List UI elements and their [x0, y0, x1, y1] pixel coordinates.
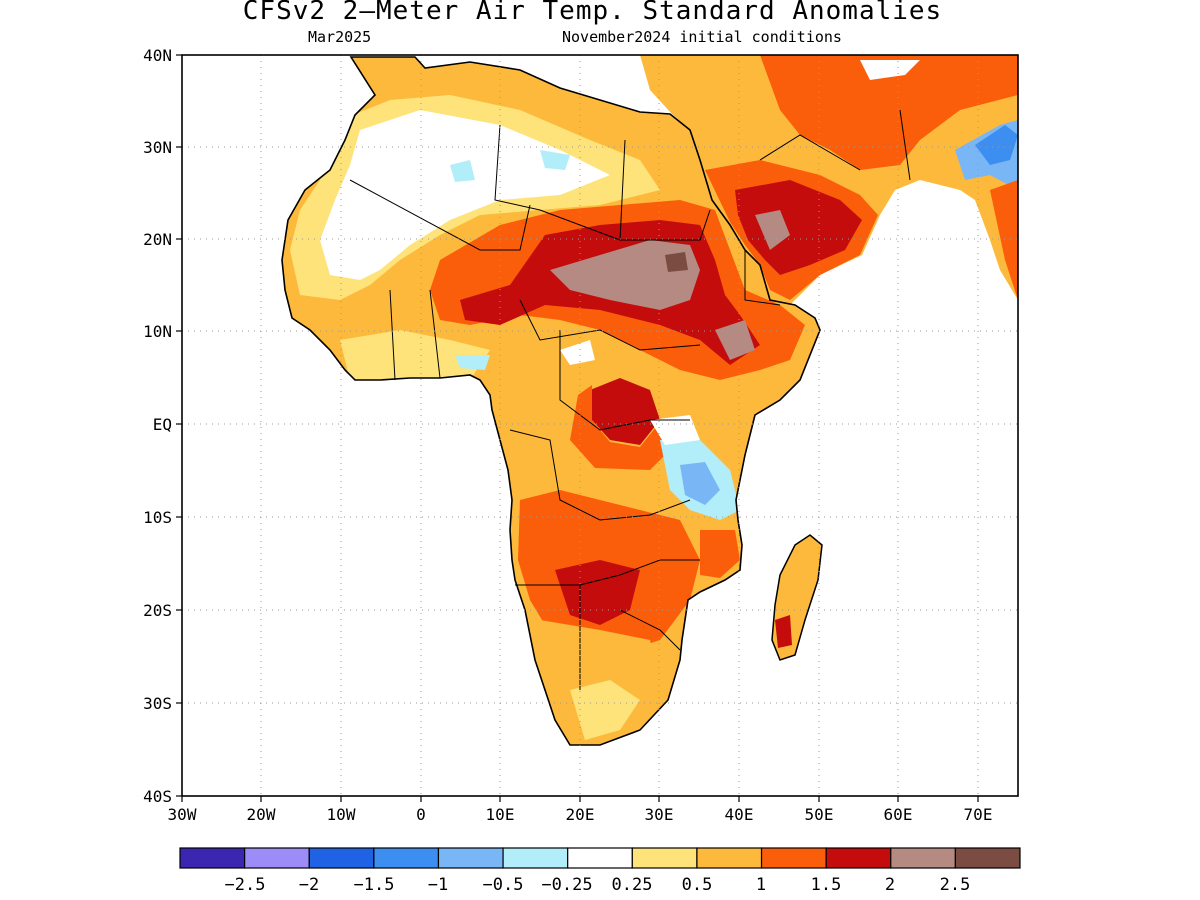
colorbar-swatch [825, 847, 892, 869]
axis-ticks [176, 54, 979, 802]
lon-label: 40E [725, 805, 754, 824]
lon-label: 70E [964, 805, 993, 824]
colorbar-label: 2.5 [940, 875, 971, 895]
colorbar-label: −0.25 [541, 875, 592, 895]
colorbar-label: 0.25 [612, 875, 653, 895]
lon-label: 10E [486, 805, 515, 824]
colorbar-swatch [308, 847, 375, 869]
lat-label: 40S [143, 787, 172, 806]
colorbar-label: 1.5 [811, 875, 842, 895]
colorbar-labels: −2.5 −2 −1.5 −1 −0.5 −0.25 0.25 0.5 1 1.… [225, 875, 971, 895]
plot-frame [181, 54, 1019, 797]
colorbar-swatch [373, 847, 440, 869]
colorbar-label: −1 [428, 875, 448, 895]
colorbar-swatch [696, 847, 763, 869]
colorbar-label: 1 [756, 875, 766, 895]
colorbar-label: −1.5 [354, 875, 395, 895]
longitude-labels: 30W 20W 10W 0 10E 20E 30E 40E 50E 60E 70… [168, 805, 993, 824]
lon-label: 0 [416, 805, 426, 824]
map-title: CFSv2 2—Meter Air Temp. Standard Anomali… [242, 0, 943, 26]
colorbar [179, 847, 1021, 869]
lon-label: 60E [884, 805, 913, 824]
colorbar-label: 2 [885, 875, 895, 895]
colorbar-swatch [244, 847, 310, 869]
lat-label: 10N [143, 322, 172, 341]
colorbar-swatch [760, 847, 827, 869]
colorbar-label: 0.5 [682, 875, 713, 895]
lon-label: 50E [805, 805, 834, 824]
lat-label: 30S [143, 694, 172, 713]
lat-label: EQ [153, 415, 172, 434]
gridlines [182, 55, 1018, 796]
initial-conditions: November2024 initial conditions [562, 28, 842, 46]
lon-label: 20W [247, 805, 276, 824]
colorbar-label: −2 [299, 875, 319, 895]
arabia-shading [640, 55, 1018, 305]
lat-label: 20N [143, 230, 172, 249]
lat-label: 40N [143, 46, 172, 65]
colorbar-swatch [502, 847, 569, 869]
colorbar-label: −2.5 [225, 875, 266, 895]
colorbar-swatch [631, 847, 698, 869]
colorbar-swatch [437, 847, 504, 869]
lon-label: 10W [327, 805, 356, 824]
colorbar-label: −0.5 [483, 875, 524, 895]
colorbar-swatch [567, 847, 633, 869]
lon-label: 20E [566, 805, 595, 824]
lon-label: 30E [645, 805, 674, 824]
colorbar-swatch [179, 847, 246, 869]
latitude-labels: 40N 30N 20N 10N EQ 10S 20S 30S 40S [143, 46, 172, 806]
lon-label: 30W [168, 805, 197, 824]
lat-label: 20S [143, 601, 172, 620]
lat-label: 10S [143, 508, 172, 527]
colorbar-swatch [890, 847, 956, 869]
lat-label: 30N [143, 138, 172, 157]
colorbar-swatch [954, 847, 1021, 869]
valid-month: Mar2025 [308, 28, 372, 46]
